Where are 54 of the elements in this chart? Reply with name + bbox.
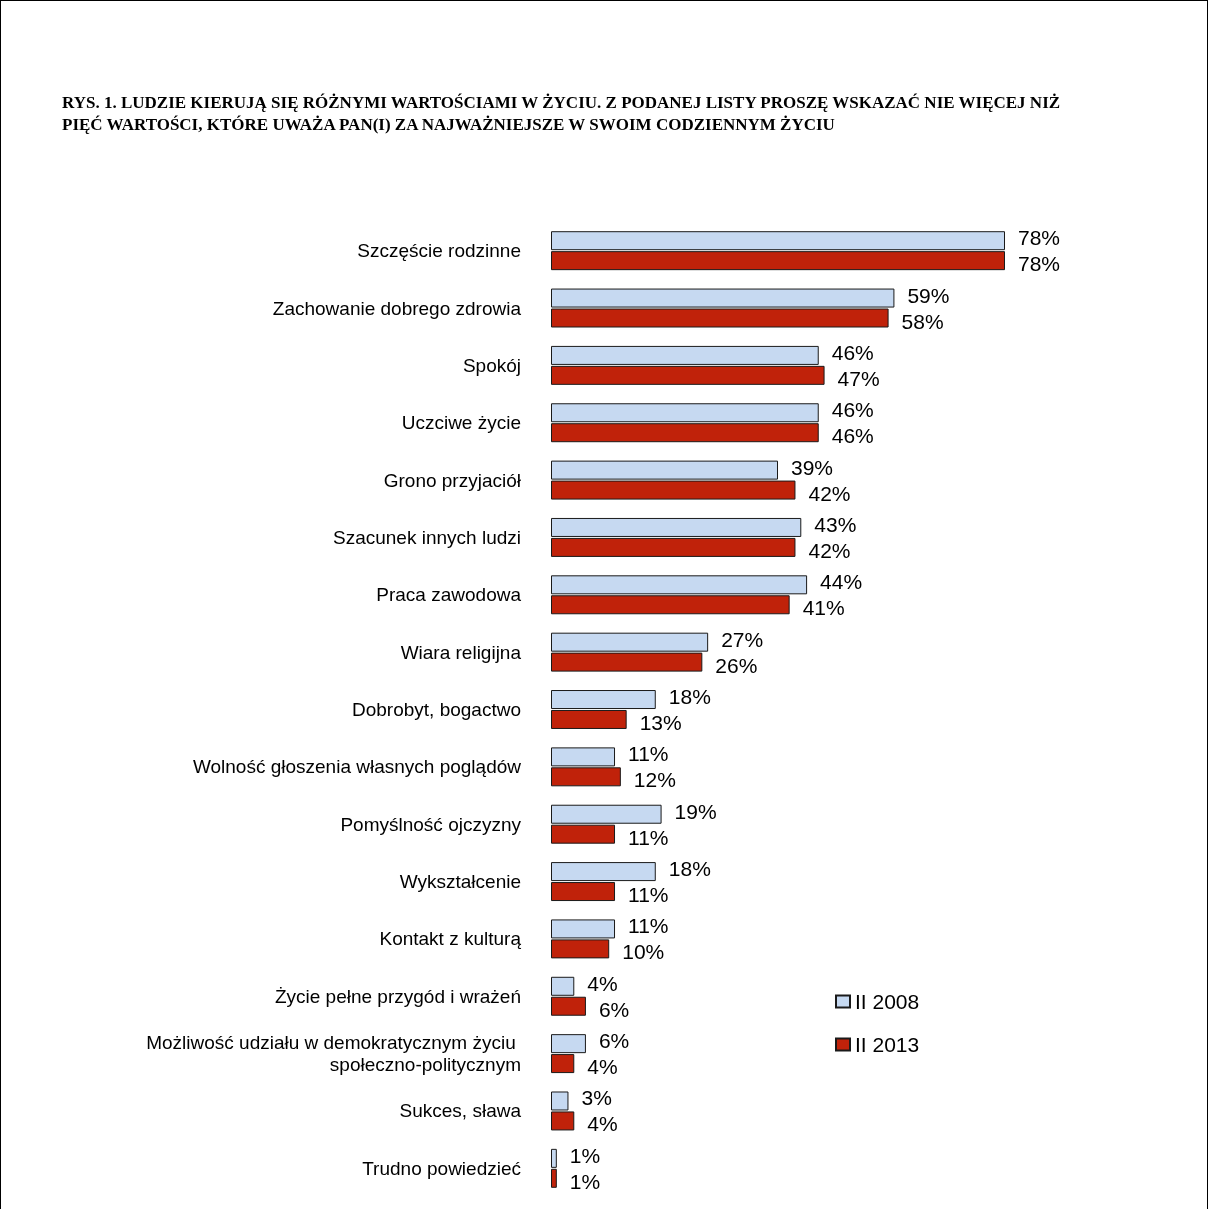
data-label: 41% xyxy=(802,596,845,620)
data-label: 4% xyxy=(587,1112,618,1136)
legend-label: II 2008 xyxy=(855,990,920,1013)
data-label: 1% xyxy=(569,1169,601,1193)
legend-label: II 2013 xyxy=(855,1033,920,1056)
data-label: 11% xyxy=(628,914,669,938)
y-tick-label: Kontakt z kulturą xyxy=(379,928,522,950)
data-label: 43% xyxy=(814,512,857,536)
data-label: 11% xyxy=(628,825,669,849)
data-label: 58% xyxy=(901,309,944,333)
data-label: 18% xyxy=(668,857,711,881)
data-label: 4% xyxy=(587,1055,618,1079)
y-tick-label: Zachowanie dobrego zdrowia xyxy=(272,297,522,319)
y-tick-label: Grono przyjaciół xyxy=(383,469,522,491)
data-label: 6% xyxy=(598,1029,630,1053)
y-tick-label: Sukces, sława xyxy=(399,1100,522,1122)
data-label: 10% xyxy=(622,940,665,964)
y-tick-label: Wolność głoszenia własnych poglądów xyxy=(192,756,522,778)
data-label: 11% xyxy=(628,883,669,907)
data-label: 27% xyxy=(721,627,764,651)
y-tick-label: Uczciwe życie xyxy=(401,412,521,434)
data-label: 78% xyxy=(1018,252,1061,276)
y-tick-label: Spokój xyxy=(462,354,521,376)
data-label: 6% xyxy=(598,997,630,1021)
data-label: 59% xyxy=(907,283,950,307)
y-tick-label: Pomyślność ojczyzny xyxy=(340,813,522,835)
y-tick-label: Życie pełne przygód i wrażeń xyxy=(274,985,521,1007)
data-label: 13% xyxy=(639,710,682,734)
data-label: 11% xyxy=(628,742,669,766)
data-label: 26% xyxy=(715,653,758,677)
y-tick-label: Wykształcenie xyxy=(399,871,521,893)
data-label: 3% xyxy=(581,1086,612,1110)
data-label: 78% xyxy=(1018,226,1061,250)
data-label: 42% xyxy=(808,538,851,562)
data-label: 12% xyxy=(633,768,676,792)
data-label: 18% xyxy=(668,685,711,709)
data-label: 44% xyxy=(820,570,863,594)
y-tick-label: Dobrobyt, bogactwo xyxy=(352,699,521,720)
y-tick-label: Praca zawodowa xyxy=(376,584,522,606)
data-label: 42% xyxy=(808,481,851,505)
data-label: 47% xyxy=(837,366,880,390)
y-tick-label: Szczęście rodzinne xyxy=(357,240,521,262)
data-label: 46% xyxy=(831,424,874,448)
y-tick-label: Trudno powiedzieć xyxy=(362,1157,521,1179)
y-tick-label: Wiara religijna xyxy=(400,641,522,663)
y-tick-label: Szacunek innych ludzi xyxy=(333,526,521,548)
data-label: 39% xyxy=(791,455,834,479)
data-label: 1% xyxy=(569,1143,601,1167)
data-label: 46% xyxy=(831,340,874,364)
data-label: 46% xyxy=(831,398,874,422)
chart-title: RYS. 1. LUDZIE KIERUJĄ SIĘ RÓŻNYMI WARTOŚCIAMI W ŻYCIU. Z PODANEJ LISTY PROSZĘ WSKAZAĆ NIE WIĘCEJ NIŻ PIĘĆ WARTOŚCI, KTÓRE UWAŻA PAN(I) ZA NAJWAŻNIEJSZE W SWOIM CODZIENNYM ŻYCIU xyxy=(62,92,1062,136)
data-label: 4% xyxy=(587,971,618,995)
y-tick-label: Możliwość udziału w demokratycznym życiu społeczno-politycznym xyxy=(146,1032,521,1076)
data-label: 19% xyxy=(674,799,717,823)
